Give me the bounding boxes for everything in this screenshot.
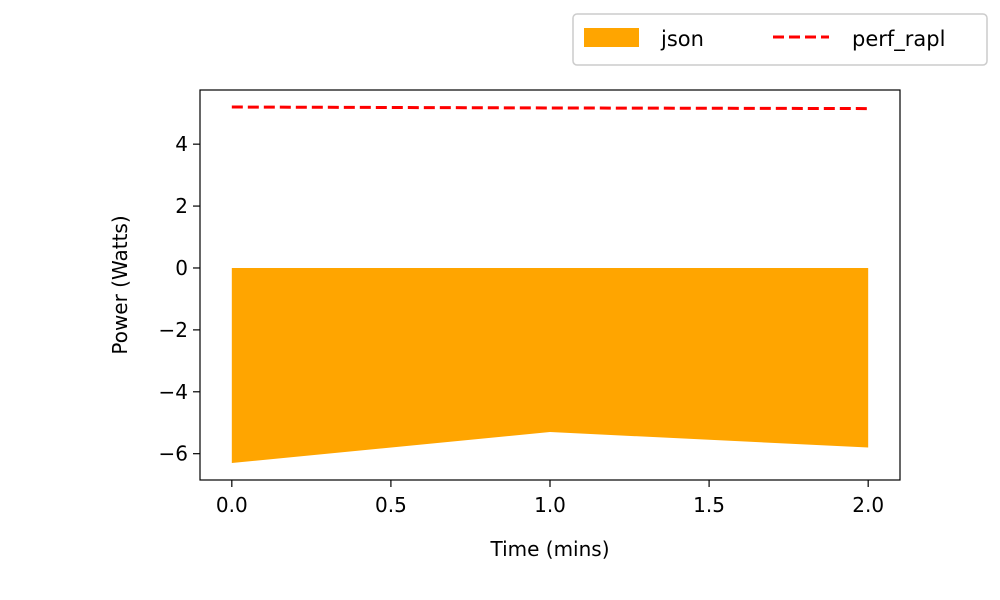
legend: json perf_rapl [572,13,988,66]
legend-label-json: json [660,27,704,51]
y-tick-label: 0 [175,256,188,280]
y-tick-label: 4 [175,132,188,156]
x-axis-ticks: 0.0 0.5 1.0 1.5 2.0 [216,480,884,517]
y-axis-ticks: −6 −4 −2 0 2 4 [159,132,200,466]
x-tick-label: 1.5 [693,493,725,517]
x-tick-label: 1.0 [534,493,566,517]
legend-label-perf-rapl: perf_rapl [852,27,945,52]
line-perf-rapl [231,105,869,111]
area-json [231,267,869,463]
y-tick-label: −6 [159,442,188,466]
x-tick-label: 2.0 [852,493,884,517]
legend-swatch-json [584,28,639,47]
plot-marks [231,105,869,463]
x-tick-label: 0.5 [375,493,407,517]
legend-frame [572,13,988,66]
y-tick-label: −4 [159,380,188,404]
x-tick-label: 0.0 [216,493,248,517]
y-tick-label: −2 [159,318,188,342]
x-axis-label: Time (mins) [489,537,609,561]
y-tick-label: 2 [175,194,188,218]
y-axis-label: Power (Watts) [108,215,132,354]
